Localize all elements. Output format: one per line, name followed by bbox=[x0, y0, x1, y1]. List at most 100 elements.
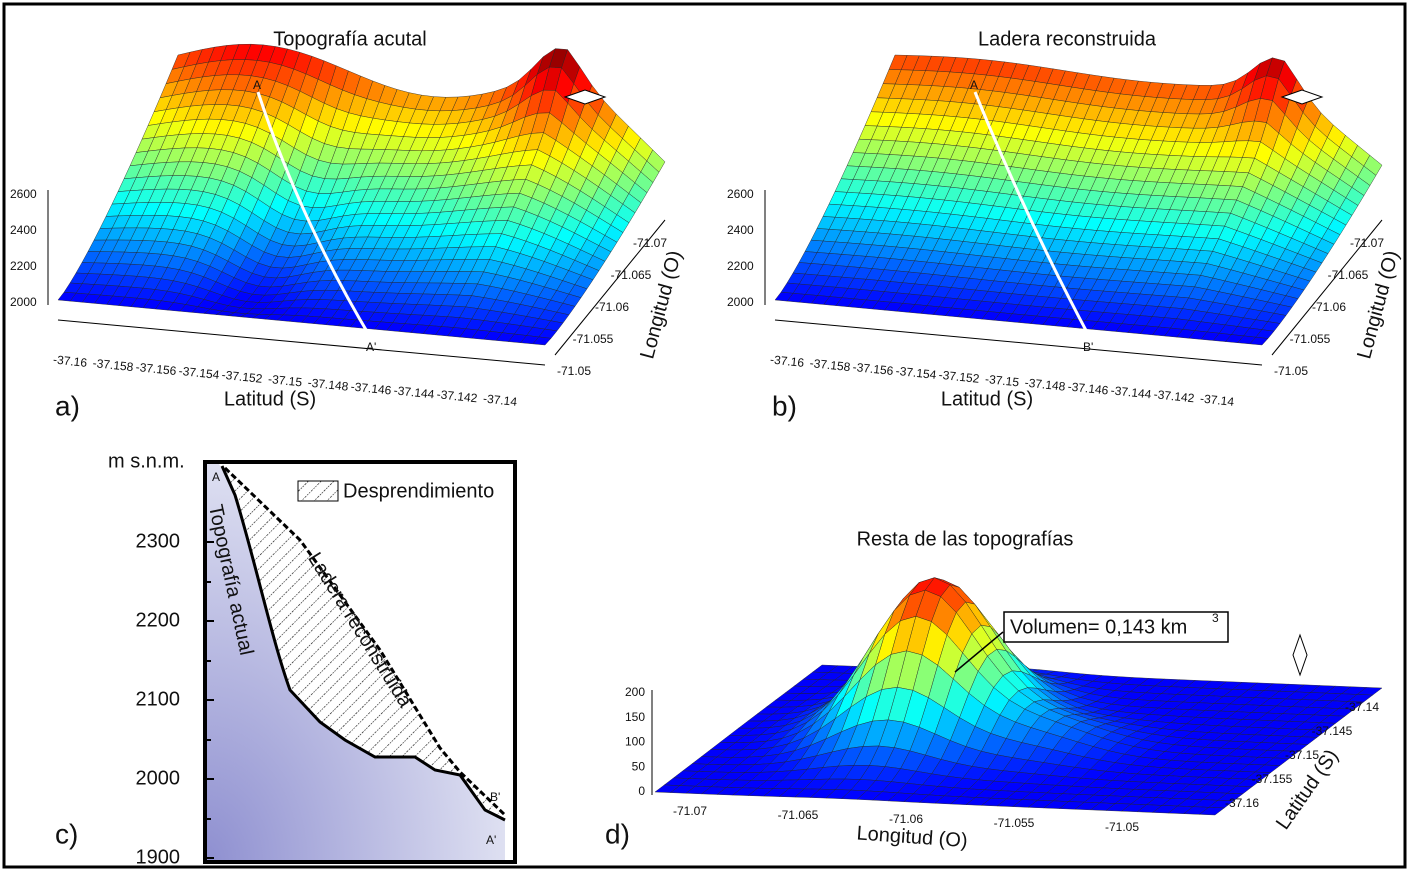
north-arrow bbox=[1280, 89, 1324, 105]
y-tick-label: -37.155 bbox=[1252, 772, 1293, 786]
north-arrow bbox=[563, 89, 607, 105]
panel-title: Ladera reconstruida bbox=[978, 28, 1157, 50]
x-tick-label: -37.144 bbox=[393, 383, 435, 401]
y-tick-label: 2200 bbox=[136, 609, 181, 631]
x-tick-label: -37.16 bbox=[52, 352, 88, 370]
profile-line bbox=[973, 91, 1092, 339]
z-tick-label: 2400 bbox=[10, 223, 37, 237]
legend-label: Desprendimiento bbox=[343, 480, 494, 502]
x-tick-label: -37.16 bbox=[769, 352, 805, 370]
y-tick-label: -37.145 bbox=[1312, 724, 1353, 738]
y-tick-label: -37.16 bbox=[1225, 796, 1259, 810]
x-tick-label: -37.15 bbox=[984, 372, 1020, 390]
reconstructed-profile bbox=[223, 466, 507, 817]
profile-line bbox=[256, 91, 374, 341]
x-tick-label: -71.065 bbox=[778, 808, 819, 822]
x-tick-label: -37.156 bbox=[135, 360, 177, 378]
x-tick-label: -37.15 bbox=[267, 372, 303, 390]
x-tick-label: -37.154 bbox=[178, 364, 220, 382]
surface-cell bbox=[1249, 336, 1269, 346]
panel-a: Topografía acutal2600240022002000-37.16-… bbox=[10, 28, 686, 421]
panel-label: b) bbox=[772, 390, 797, 421]
volume-exponent: 3 bbox=[1212, 611, 1219, 625]
y-tick-label: -71.065 bbox=[611, 268, 652, 282]
volume-label: Volumen= 0,143 km bbox=[1010, 616, 1187, 638]
point-label: A bbox=[212, 470, 220, 484]
point-label: A' bbox=[366, 340, 376, 354]
y-tick-label: 2300 bbox=[136, 530, 181, 552]
y-tick-label: 2000 bbox=[136, 767, 181, 789]
y-tick-label: 2100 bbox=[136, 688, 181, 710]
y-axis: 2300 2200 2100 2000 1900 bbox=[136, 530, 214, 868]
z-tick-label: 2600 bbox=[10, 187, 37, 201]
x-axis-label: Latitud (S) bbox=[224, 388, 316, 410]
panel-label: c) bbox=[55, 818, 78, 849]
x-axis-label: Longitud (O) bbox=[856, 822, 968, 852]
x-tick-label: -37.146 bbox=[1067, 379, 1109, 397]
z-tick-label: 2600 bbox=[727, 187, 754, 201]
z-tick-label: 150 bbox=[625, 710, 645, 724]
point-label: B' bbox=[1083, 340, 1093, 354]
actual-profile bbox=[220, 465, 506, 822]
z-tick-label: 2200 bbox=[10, 259, 37, 273]
legend-swatch bbox=[297, 480, 339, 502]
axis-line bbox=[57, 319, 546, 366]
y-tick-label: -71.055 bbox=[573, 332, 614, 346]
x-tick-label: -71.07 bbox=[673, 804, 707, 818]
z-tick-label: 0 bbox=[638, 784, 645, 798]
z-tick-label: 200 bbox=[625, 685, 645, 699]
y-tick-label: -71.065 bbox=[1328, 268, 1369, 282]
y-tick-label: -71.07 bbox=[1350, 236, 1384, 250]
x-tick-label: -37.148 bbox=[1024, 375, 1066, 393]
z-tick-label: 2200 bbox=[727, 259, 754, 273]
callout-line bbox=[954, 631, 1004, 673]
panel-title: Resta de las topografías bbox=[857, 528, 1074, 550]
panel-label: a) bbox=[55, 390, 80, 421]
x-tick-label: -37.158 bbox=[809, 356, 851, 374]
y-tick-label: -71.07 bbox=[633, 236, 667, 250]
y-tick-label: -71.05 bbox=[557, 364, 591, 378]
x-tick-label: -37.142 bbox=[436, 387, 478, 405]
z-tick-label: 2400 bbox=[727, 223, 754, 237]
y-tick-label: -37.15 bbox=[1285, 748, 1319, 762]
panel-title: Topografía acutal bbox=[273, 28, 426, 50]
panel-b: Ladera reconstruida 2600 2400 2200 2000 -37.1… bbox=[727, 28, 1403, 421]
x-tick-label: -37.144 bbox=[1110, 383, 1152, 401]
point-label: A bbox=[970, 78, 978, 92]
x-axis-label: Latitud (S) bbox=[941, 388, 1033, 410]
x-tick-label: -71.055 bbox=[994, 816, 1035, 830]
y-unit: m s.n.m. bbox=[108, 450, 185, 472]
z-tick-label: 50 bbox=[632, 759, 646, 773]
surface-cell bbox=[1198, 807, 1225, 816]
x-tick-label: -71.06 bbox=[889, 812, 923, 826]
y-axis-label: Longitud (O) bbox=[636, 248, 686, 361]
x-tick-label: -37.142 bbox=[1153, 387, 1195, 405]
axis-line bbox=[1271, 219, 1383, 356]
ground bbox=[205, 462, 505, 862]
point-label: A' bbox=[486, 833, 496, 847]
point-label: A bbox=[253, 78, 261, 92]
y-tick-label: -37.14 bbox=[1345, 700, 1379, 714]
y-tick-label: -71.05 bbox=[1274, 364, 1308, 378]
x-tick-label: -37.152 bbox=[221, 368, 263, 386]
y-axis-label: Longitud (O) bbox=[1353, 248, 1403, 361]
axis-line bbox=[774, 319, 1263, 366]
axis-line bbox=[554, 219, 666, 356]
x-tick-label: -37.14 bbox=[482, 391, 518, 409]
y-tick-label: 1900 bbox=[136, 846, 181, 868]
north-arrow bbox=[1292, 633, 1308, 677]
y-tick-label: -71.06 bbox=[1312, 300, 1346, 314]
z-tick-label: 2000 bbox=[10, 295, 37, 309]
x-tick-label: -37.152 bbox=[938, 368, 980, 386]
panel-c: Desprendimiento m s.n.m. A B' A' Topogra… bbox=[55, 450, 517, 868]
x-tick-label: -71.05 bbox=[1105, 820, 1139, 834]
surface-cell bbox=[532, 336, 552, 346]
landslide-area bbox=[225, 468, 505, 820]
x-tick-label: -37.154 bbox=[895, 364, 937, 382]
y-tick-label: -71.055 bbox=[1290, 332, 1331, 346]
x-tick-label: -37.158 bbox=[92, 356, 134, 374]
x-tick-label: -37.148 bbox=[307, 375, 349, 393]
point-label: B' bbox=[490, 790, 500, 804]
